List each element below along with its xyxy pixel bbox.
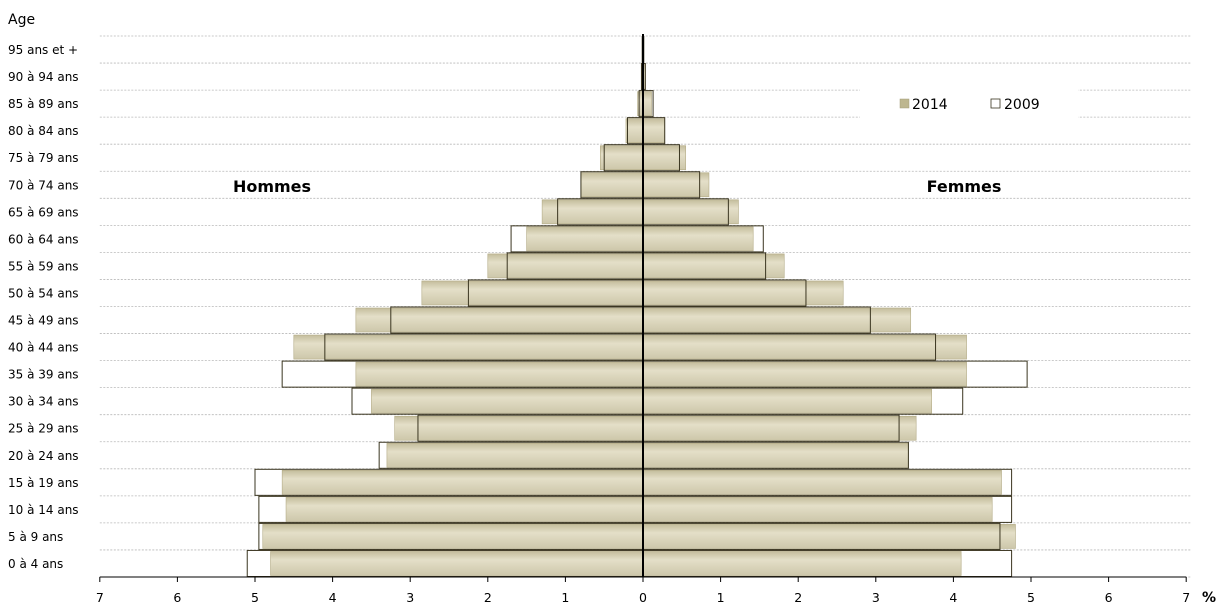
x-tick-labels: 7 6 5 4 3 2 1 0 1 2 3 4 5 6 7 (96, 590, 1190, 605)
bar-2014-women (642, 442, 909, 468)
bar-2014-women (642, 361, 967, 387)
axes (99, 34, 1187, 582)
bar-2014-women (642, 280, 844, 306)
bar-2014-women (642, 253, 785, 279)
bar-2014-women (642, 118, 666, 144)
age-group-label: 95 ans et + (8, 43, 78, 57)
age-group-label: 0 à 4 ans (8, 557, 63, 571)
age-group-labels: 0 à 4 ans 5 à 9 ans 10 à 14 ans 15 à 19 ans… (8, 43, 79, 571)
bar-2014-women (642, 524, 1016, 549)
x-tick-label: 1 (561, 590, 569, 605)
legend-label-2014: 2014 (912, 97, 948, 113)
bar-2014-men (580, 172, 644, 198)
x-unit-label: % (1202, 590, 1216, 605)
age-group-label: 75 à 79 ans (8, 151, 79, 165)
bar-2014-women (642, 497, 993, 522)
age-group-label: 55 à 59 ans (8, 259, 79, 273)
age-group-label: 90 à 94 ans (8, 70, 79, 84)
bar-2014-men (371, 388, 644, 414)
bar-2014-men (281, 469, 644, 495)
bar-2014-men (394, 415, 644, 441)
bar-2014-men (421, 280, 644, 306)
legend-swatch-2014 (899, 98, 910, 109)
age-group-label: 45 à 49 ans (8, 314, 79, 328)
x-tick-label: 5 (251, 590, 259, 605)
x-tick-label: 4 (949, 590, 957, 605)
bar-2014-women (642, 307, 912, 333)
bar-2014-men (526, 226, 644, 252)
x-tick-label: 5 (1027, 590, 1035, 605)
bar-2014-women (642, 145, 686, 171)
x-tick-label: 3 (872, 590, 880, 605)
legend-swatch-2009 (990, 98, 1001, 109)
legend-background (860, 88, 1078, 120)
bar-2014-men (600, 145, 644, 171)
age-group-label: 5 à 9 ans (8, 530, 63, 544)
x-tick-label: 1 (717, 590, 725, 605)
bar-2014-men (285, 497, 644, 522)
x-tick-label: 4 (329, 590, 337, 605)
x-tick-label: 2 (794, 590, 802, 605)
bar-2014-women (642, 415, 917, 441)
age-group-label: 70 à 74 ans (8, 178, 79, 192)
bar-2014-men (355, 361, 644, 387)
age-group-label: 35 à 39 ans (8, 368, 79, 382)
bar-2014-women (642, 172, 710, 198)
bar-2014-women (642, 334, 967, 360)
bar-2014-women (642, 226, 754, 252)
bar-2014-men (541, 199, 644, 225)
side-label-women: Femmes (927, 177, 1002, 196)
bar-2014-men (262, 524, 644, 549)
bar-2014-women (642, 91, 652, 116)
legend: 2014 2009 (860, 88, 1078, 120)
age-group-label: 40 à 44 ans (8, 341, 79, 355)
x-tick-label: 6 (1105, 590, 1113, 605)
bar-2014-women (642, 469, 1002, 495)
age-group-label: 60 à 64 ans (8, 232, 79, 246)
bar-2014-women (642, 388, 932, 414)
age-group-label: 30 à 34 ans (8, 395, 79, 409)
x-tick-label: 6 (173, 590, 181, 605)
x-tick-label: 7 (1182, 590, 1190, 605)
legend-label-2009: 2009 (1004, 97, 1040, 113)
age-group-label: 85 à 89 ans (8, 97, 79, 111)
bar-2014-men (293, 334, 644, 360)
x-tick-label: 0 (639, 590, 647, 605)
age-group-label: 50 à 54 ans (8, 286, 79, 300)
bar-2014-men (625, 118, 644, 144)
bar-2014-men (270, 551, 644, 576)
bar-2014-men (355, 307, 644, 333)
x-tick-label: 3 (406, 590, 414, 605)
bar-2014-women (642, 551, 962, 576)
bar-2014-men (487, 253, 644, 279)
bar-2014-men (386, 442, 644, 468)
series-2014-bars (262, 37, 1016, 576)
age-group-label: 10 à 14 ans (8, 503, 79, 517)
age-group-label: 80 à 84 ans (8, 124, 79, 138)
age-group-label: 65 à 69 ans (8, 205, 79, 219)
bar-2014-women (642, 199, 739, 225)
age-group-label: 25 à 29 ans (8, 422, 79, 436)
age-group-label: 20 à 24 ans (8, 449, 79, 463)
side-label-men: Hommes (233, 177, 311, 196)
age-group-label: 15 à 19 ans (8, 476, 79, 490)
x-tick-label: 7 (96, 590, 104, 605)
y-axis-title: Age (8, 12, 35, 28)
x-tick-label: 2 (484, 590, 492, 605)
